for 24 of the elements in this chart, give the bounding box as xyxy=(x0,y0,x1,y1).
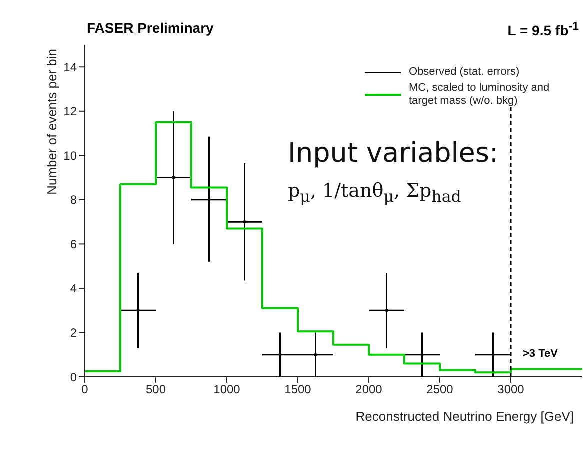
y-tick-label: 14 xyxy=(64,60,78,74)
y-tick-label: 8 xyxy=(70,193,78,208)
x-tick-label: 0 xyxy=(82,382,89,397)
x-axis-title: Reconstructed Neutrino Energy [GeV] xyxy=(356,409,574,424)
x-tick-label: 500 xyxy=(146,382,166,397)
y-tick-label: 10 xyxy=(64,148,78,163)
x-tick-label: 3000 xyxy=(498,382,525,397)
x-tick-label: 2500 xyxy=(426,382,454,397)
y-tick-label: 12 xyxy=(64,104,78,119)
chart-title: FASER Preliminary xyxy=(87,20,214,36)
y-tick-label: 2 xyxy=(70,326,78,340)
x-tick-label: 2000 xyxy=(356,382,383,397)
y-tick-label: 4 xyxy=(70,282,78,296)
ref-line-label: >3 TeV xyxy=(523,348,559,360)
y-tick-label: 0 xyxy=(70,370,78,384)
legend-label: MC, scaled to luminosity and target mass (w/o. bkg) xyxy=(409,82,551,108)
y-tick-label: 6 xyxy=(70,237,78,252)
annotation: p$_{μ}$, 1/tanθ$_{μ}$, Σp$_{had}$ xyxy=(288,180,462,206)
legend-label: Observed (stat. errors) xyxy=(409,66,521,79)
x-tick-label: 1500 xyxy=(284,382,312,397)
annotation: Input variables: xyxy=(288,138,499,169)
text: L = 9.5 fb$^{-1}$ xyxy=(508,20,579,39)
x-tick-label: 1000 xyxy=(214,382,241,397)
y-axis-title: Number of events per bin xyxy=(44,49,60,195)
